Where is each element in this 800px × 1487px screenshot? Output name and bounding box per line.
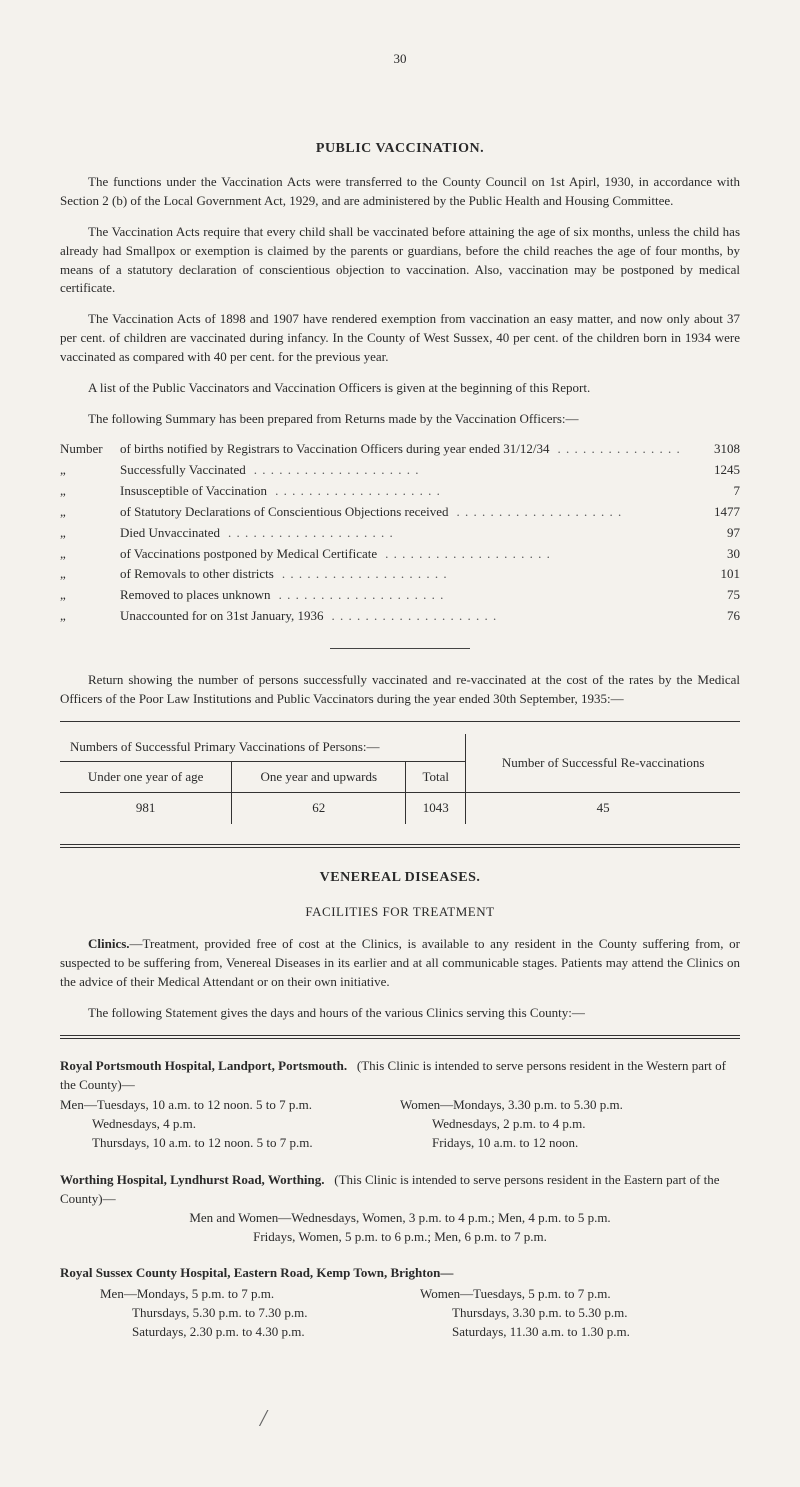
sched-line: Fridays, 10 a.m. to 12 noon.: [400, 1134, 740, 1153]
section-rule-thick: [60, 1038, 740, 1039]
val-under-one: 981: [60, 793, 232, 824]
sched-line: Thursdays, 3.30 p.m. to 5.30 p.m.: [420, 1304, 740, 1323]
vacc-para-3: The Vaccination Acts of 1898 and 1907 ha…: [60, 310, 740, 367]
stat-value: 97: [685, 524, 740, 543]
table-top-rule: [60, 721, 740, 722]
clinic-name: Royal Portsmouth Hospital, Landport, Por…: [60, 1058, 347, 1073]
col-under-one: Under one year of age: [60, 761, 232, 793]
vaccination-table: Numbers of Successful Primary Vaccinatio…: [60, 734, 740, 825]
stat-label: Died Unvaccinated: [120, 524, 685, 543]
stat-row: „ Removed to places unknown 75: [60, 586, 740, 605]
stat-prefix: „: [60, 565, 120, 584]
table-outer-header: Numbers of Successful Primary Vaccinatio…: [60, 734, 466, 761]
section-rule: [60, 1035, 740, 1036]
clinics-text: —Treatment, provided free of cost at the…: [60, 936, 740, 989]
stat-value: 76: [685, 607, 740, 626]
venereal-title: VENEREAL DISEASES.: [60, 868, 740, 888]
decorative-slash: /: [260, 1402, 740, 1437]
stat-row: „ Unaccounted for on 31st January, 1936 …: [60, 607, 740, 626]
stat-prefix: „: [60, 607, 120, 626]
clinics-para: Clinics.—Treatment, provided free of cos…: [60, 935, 740, 992]
clinic-name: Worthing Hospital, Lyndhurst Road, Worth…: [60, 1172, 325, 1187]
col-revacc: Number of Successful Re-vaccinations: [466, 734, 740, 793]
stat-value: 1245: [685, 461, 740, 480]
return-para: Return showing the number of persons suc…: [60, 671, 740, 709]
stat-row: „ of Statutory Declarations of Conscient…: [60, 503, 740, 522]
stat-prefix: „: [60, 586, 120, 605]
val-one-up: 62: [232, 793, 406, 824]
men-schedule: Men—Mondays, 5 p.m. to 7 p.m. Thursdays,…: [60, 1285, 420, 1342]
stat-row: „ Died Unvaccinated 97: [60, 524, 740, 543]
stat-prefix: „: [60, 503, 120, 522]
women-schedule: Women—Tuesdays, 5 p.m. to 7 p.m. Thursda…: [420, 1285, 740, 1342]
sched-line: Men—Tuesdays, 10 a.m. to 12 noon. 5 to 7…: [60, 1096, 400, 1115]
stat-prefix: „: [60, 482, 120, 501]
clinics-label: Clinics.: [88, 936, 130, 951]
sched-line: Women—Mondays, 3.30 p.m. to 5.30 p.m.: [400, 1096, 740, 1115]
stat-label: Removed to places unknown: [120, 586, 685, 605]
table-bottom-rule2: [60, 847, 740, 848]
vacc-para-5: The following Summary has been prepared …: [60, 410, 740, 429]
val-total: 1043: [406, 793, 466, 824]
stat-value: 3108: [685, 440, 740, 459]
stat-label: Unaccounted for on 31st January, 1936: [120, 607, 685, 626]
stat-label: of births notified by Registrars to Vacc…: [120, 440, 685, 459]
sched-line: Men and Women—Wednesdays, Women, 3 p.m. …: [60, 1209, 740, 1228]
stat-label: of Vaccinations postponed by Medical Cer…: [120, 545, 685, 564]
vaccination-title: PUBLIC VACCINATION.: [60, 139, 740, 159]
sched-line: Fridays, Women, 5 p.m. to 6 p.m.; Men, 6…: [60, 1228, 740, 1247]
stat-prefix: „: [60, 545, 120, 564]
clinic-sussex: Royal Sussex County Hospital, Eastern Ro…: [60, 1264, 740, 1341]
val-revacc: 45: [466, 793, 740, 824]
sched-line: Wednesdays, 2 p.m. to 4 p.m.: [400, 1115, 740, 1134]
statement-para: The following Statement gives the days a…: [60, 1004, 740, 1023]
vacc-para-2: The Vaccination Acts require that every …: [60, 223, 740, 298]
clinic-name: Royal Sussex County Hospital, Eastern Ro…: [60, 1264, 740, 1283]
sched-line: Women—Tuesdays, 5 p.m. to 7 p.m.: [420, 1285, 740, 1304]
stat-label: Insusceptible of Vaccination: [120, 482, 685, 501]
stat-value: 101: [685, 565, 740, 584]
stat-row: „ Insusceptible of Vaccination 7: [60, 482, 740, 501]
stat-label: of Removals to other districts: [120, 565, 685, 584]
vacc-para-1: The functions under the Vaccination Acts…: [60, 173, 740, 211]
sched-line: Men—Mondays, 5 p.m. to 7 p.m.: [100, 1285, 420, 1304]
page-number: 30: [60, 50, 740, 69]
men-schedule: Men—Tuesdays, 10 a.m. to 12 noon. 5 to 7…: [60, 1096, 400, 1153]
clinic-portsmouth: Royal Portsmouth Hospital, Landport, Por…: [60, 1057, 740, 1153]
sched-line: Saturdays, 11.30 a.m. to 1.30 p.m.: [420, 1323, 740, 1342]
clinic-head: Worthing Hospital, Lyndhurst Road, Worth…: [60, 1171, 740, 1209]
stat-label: Successfully Vaccinated: [120, 461, 685, 480]
stat-value: 7: [685, 482, 740, 501]
clinic-head: Royal Portsmouth Hospital, Landport, Por…: [60, 1057, 740, 1095]
sched-line: Wednesdays, 4 p.m.: [60, 1115, 400, 1134]
vacc-para-4: A list of the Public Vaccinators and Vac…: [60, 379, 740, 398]
sched-line: Thursdays, 5.30 p.m. to 7.30 p.m.: [100, 1304, 420, 1323]
stat-value: 30: [685, 545, 740, 564]
women-schedule: Women—Mondays, 3.30 p.m. to 5.30 p.m. We…: [400, 1096, 740, 1153]
stat-prefix: Number: [60, 440, 120, 459]
stat-label: of Statutory Declarations of Conscientio…: [120, 503, 685, 522]
clinic-worthing: Worthing Hospital, Lyndhurst Road, Worth…: [60, 1171, 740, 1246]
col-total: Total: [406, 761, 466, 793]
sched-line: Saturdays, 2.30 p.m. to 4.30 p.m.: [100, 1323, 420, 1342]
stat-value: 1477: [685, 503, 740, 522]
table-bottom-rule: [60, 844, 740, 845]
vaccination-stats: Number of births notified by Registrars …: [60, 440, 740, 626]
stat-prefix: „: [60, 461, 120, 480]
stat-row: Number of births notified by Registrars …: [60, 440, 740, 459]
stat-row: „ of Removals to other districts 101: [60, 565, 740, 584]
stat-row: „ Successfully Vaccinated 1245: [60, 461, 740, 480]
stat-prefix: „: [60, 524, 120, 543]
stat-value: 75: [685, 586, 740, 605]
col-one-up: One year and upwards: [232, 761, 406, 793]
facilities-subtitle: FACILITIES FOR TREATMENT: [60, 903, 740, 922]
sched-line: Thursdays, 10 a.m. to 12 noon. 5 to 7 p.…: [60, 1134, 400, 1153]
divider: [330, 648, 470, 649]
stat-row: „ of Vaccinations postponed by Medical C…: [60, 545, 740, 564]
